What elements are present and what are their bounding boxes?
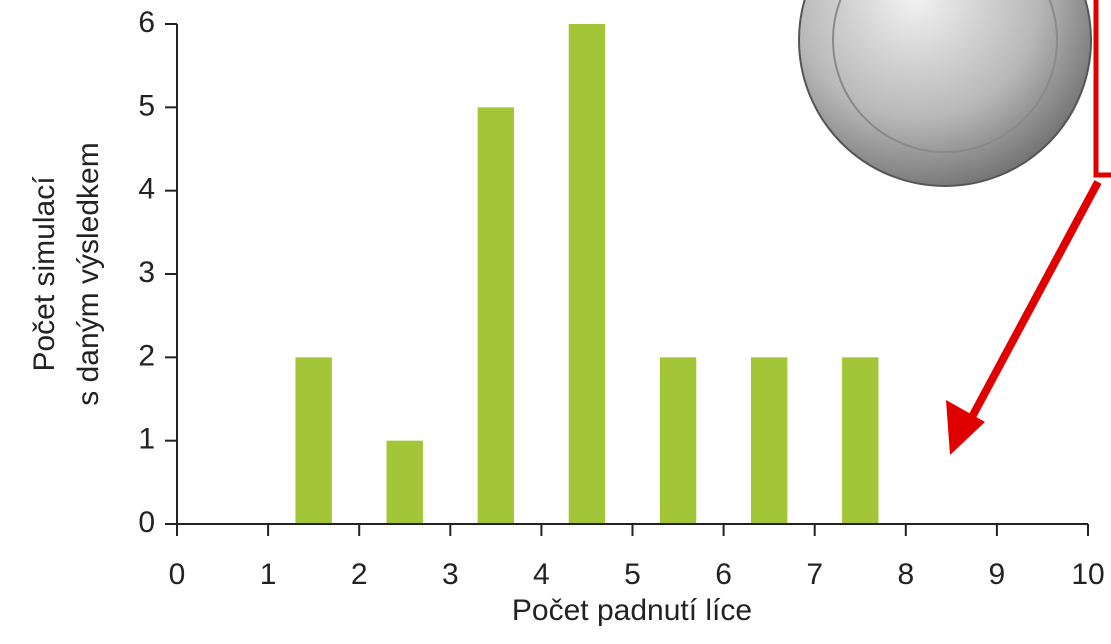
y-tick-label: 0 — [138, 506, 155, 539]
y-tick-label: 4 — [138, 173, 155, 206]
x-tick-label: 5 — [624, 558, 641, 591]
arrow-shaft — [961, 180, 1102, 432]
x-tick-label: 3 — [442, 558, 459, 591]
x-tick-label: 6 — [715, 558, 732, 591]
x-tick-label: 0 — [169, 558, 186, 591]
x-tick-label: 7 — [806, 558, 823, 591]
x-tick-label: 9 — [989, 558, 1006, 591]
y-axis-label: Počet simulací s daným výsledkem — [28, 142, 105, 405]
y-tick-label: 2 — [138, 339, 155, 372]
x-tick-label: 8 — [897, 558, 914, 591]
x-tick-label: 10 — [1071, 558, 1104, 591]
y-tick-label: 3 — [138, 256, 155, 289]
bar — [477, 107, 515, 524]
x-tick-label: 2 — [351, 558, 368, 591]
y-axis-label-line: Počet simulací — [28, 176, 61, 372]
bar — [295, 357, 332, 524]
y-tick-label: 5 — [138, 89, 155, 122]
x-axis-label: Počet padnutí líce — [512, 594, 752, 627]
bar — [750, 357, 788, 524]
callout-box — [1093, 0, 1111, 178]
x-tick-label: 4 — [533, 558, 550, 591]
coin — [798, 0, 1092, 187]
y-axis-label-line: s daným výsledkem — [72, 142, 105, 405]
bar — [386, 440, 423, 524]
x-tick-label: 1 — [260, 558, 277, 591]
bar — [659, 357, 697, 524]
bar — [842, 357, 879, 524]
arrow-head — [946, 400, 985, 455]
y-tick-label: 1 — [138, 423, 155, 456]
coin-rim — [832, 0, 1058, 153]
y-tick-label: 6 — [138, 6, 155, 39]
bar — [568, 24, 606, 524]
